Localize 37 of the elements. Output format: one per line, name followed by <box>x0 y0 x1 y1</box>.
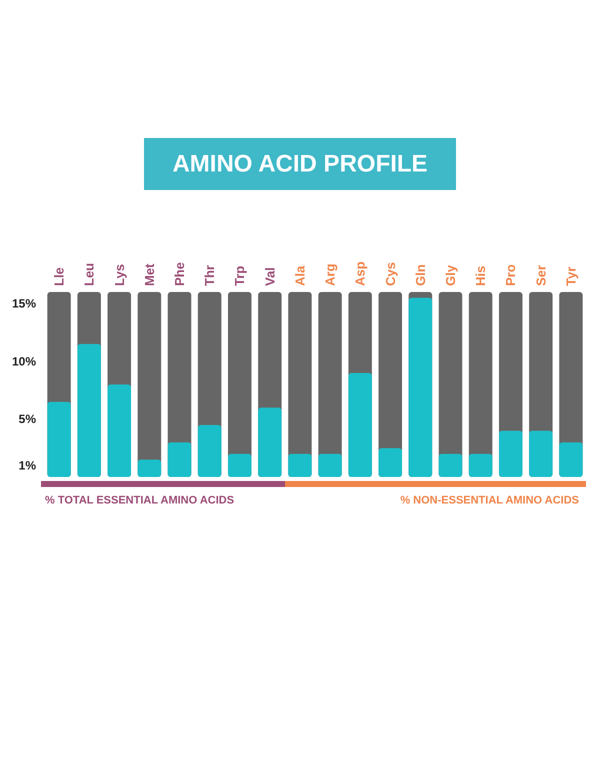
bar <box>318 454 342 477</box>
y-tick-label: 1% <box>18 458 36 472</box>
x-tick-label: Asp <box>352 261 368 286</box>
x-tick-label: Cys <box>382 262 398 286</box>
x-tick-label: Thr <box>202 265 218 286</box>
bar <box>198 424 222 477</box>
bar <box>138 460 162 477</box>
x-tick-label: Gly <box>443 264 458 286</box>
x-tick-label: Lys <box>112 264 127 286</box>
bar <box>168 442 192 477</box>
bar <box>559 442 583 477</box>
x-tick-label: Ala <box>292 265 308 286</box>
x-tick-label: Arg <box>322 264 338 286</box>
bar <box>438 454 462 477</box>
x-tick-label: Tyr <box>563 266 578 286</box>
text: % TOTAL ESSENTIAL AMINO ACIDS <box>45 494 234 506</box>
x-tick-label: Val <box>262 267 278 286</box>
bar <box>468 454 492 477</box>
text: % NON-ESSENTIAL AMINO ACIDS <box>400 494 579 506</box>
x-tick-label: Met <box>142 262 157 286</box>
bar <box>529 430 553 477</box>
bar <box>228 454 252 477</box>
bar <box>498 430 522 477</box>
y-tick-label: 15% <box>12 296 36 311</box>
bar <box>378 448 402 477</box>
x-tick-label: Leu <box>82 262 97 286</box>
x-tick-label: Pro <box>503 264 518 286</box>
x-tick-label: Lle <box>52 267 67 286</box>
chart-title: AMINO ACID PROFILE <box>172 150 428 178</box>
y-tick-label: 5% <box>18 412 36 426</box>
y-tick-label: 10% <box>12 354 36 368</box>
x-tick-label: His <box>473 266 488 286</box>
x-tick-label: Phe <box>172 262 187 286</box>
bar <box>288 454 312 477</box>
x-tick-label: Ser <box>533 265 548 286</box>
x-tick-label: Trp <box>232 266 248 286</box>
x-tick-label: Gln <box>412 264 428 286</box>
